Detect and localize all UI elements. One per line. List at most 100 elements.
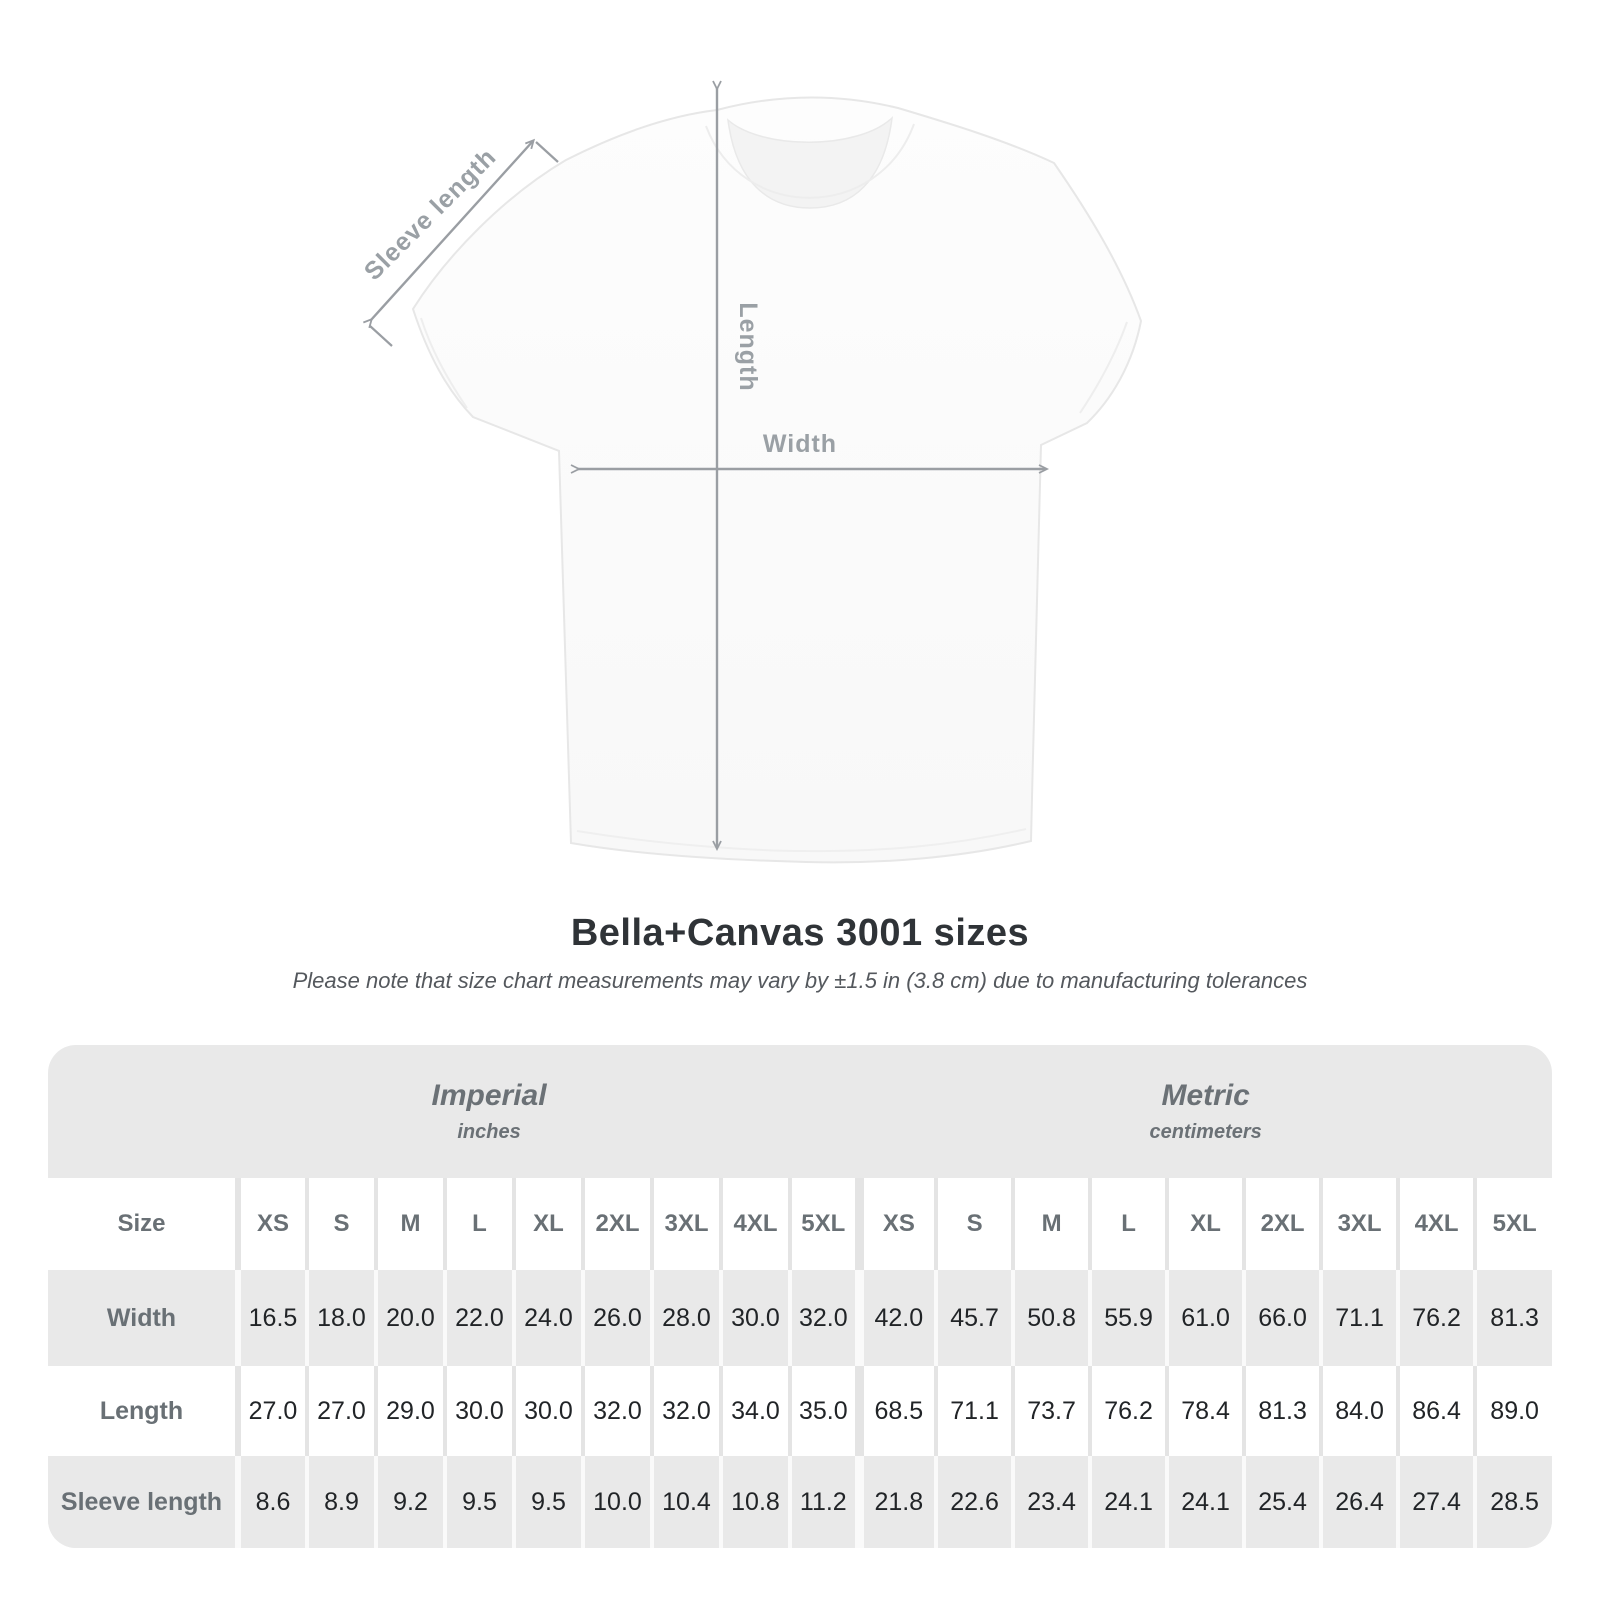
- size-col-header: XS: [854, 1178, 937, 1270]
- imperial-unit-label: inches: [457, 1121, 521, 1143]
- size-col-header: S: [934, 1178, 1014, 1270]
- table-cell: 27.0: [235, 1366, 307, 1456]
- tshirt-hem-seam: [576, 828, 1027, 853]
- table-row-sleeve-length: Sleeve length 8.6 8.9 9.2 9.5 9.5 10.0 1…: [48, 1456, 1552, 1548]
- table-cell: 11.2: [787, 1456, 860, 1548]
- table-cell: 21.8: [854, 1456, 937, 1548]
- table-cell: 71.1: [934, 1366, 1014, 1456]
- table-cell: 32.0: [581, 1366, 652, 1456]
- tshirt-diagram-svg: Sleeve length Length Width: [359, 80, 1143, 864]
- tshirt-outline: [411, 96, 1143, 864]
- table-cell: 27.0: [305, 1366, 376, 1456]
- table-cell: 61.0: [1165, 1270, 1245, 1366]
- table-cell: 29.0: [374, 1366, 445, 1456]
- table-cell: 30.0: [443, 1366, 514, 1456]
- imperial-header: Imperial inches: [48, 1045, 859, 1178]
- size-col-header: L: [1088, 1178, 1168, 1270]
- table-cell: 24.1: [1088, 1456, 1168, 1548]
- sleeve-arrow-tick-top: [535, 141, 559, 163]
- size-table: Imperial inches Metric centimeters Size …: [48, 1045, 1552, 1548]
- table-cell: 24.0: [512, 1270, 583, 1366]
- table-cell: 78.4: [1165, 1366, 1245, 1456]
- table-cell: 8.9: [305, 1456, 376, 1548]
- table-cell: 66.0: [1242, 1270, 1322, 1366]
- table-cell: 10.4: [650, 1456, 721, 1548]
- table-cell: 20.0: [374, 1270, 445, 1366]
- table-cell: 9.5: [512, 1456, 583, 1548]
- table-cell: 34.0: [719, 1366, 790, 1456]
- sleeve-length-arrow: [363, 138, 536, 329]
- size-col-header: 4XL: [1396, 1178, 1476, 1270]
- metric-label: Metric: [1161, 1079, 1250, 1112]
- table-cell: 68.5: [854, 1366, 937, 1456]
- metric-unit-label: centimeters: [1149, 1121, 1262, 1143]
- size-col-header: XL: [1165, 1178, 1245, 1270]
- sleeve-arrow-tick-bottom: [369, 325, 393, 347]
- table-cell: 76.2: [1396, 1270, 1476, 1366]
- table-cell: 9.2: [374, 1456, 445, 1548]
- table-cell: 27.4: [1396, 1456, 1476, 1548]
- page-title: Bella+Canvas 3001 sizes: [570, 912, 1030, 954]
- table-cell: 10.0: [581, 1456, 652, 1548]
- size-col-header: 4XL: [719, 1178, 790, 1270]
- table-cell: 32.0: [787, 1270, 860, 1366]
- size-col-header: 5XL: [1473, 1178, 1552, 1270]
- size-col-header: XS: [235, 1178, 307, 1270]
- tshirt-neck-opening: [727, 116, 894, 209]
- size-col-header: 2XL: [581, 1178, 652, 1270]
- table-cell: 71.1: [1319, 1270, 1399, 1366]
- size-col-header: M: [374, 1178, 445, 1270]
- size-header-row: Size XS S M L XL 2XL 3XL 4XL 5XL XS S M …: [48, 1178, 1552, 1270]
- width-label: Width: [763, 430, 837, 458]
- unit-header-row: Imperial inches Metric centimeters: [48, 1045, 1552, 1178]
- size-col-header: 3XL: [1319, 1178, 1399, 1270]
- table-cell: 26.4: [1319, 1456, 1399, 1548]
- table-cell: 30.0: [512, 1366, 583, 1456]
- table-cell: 89.0: [1473, 1366, 1552, 1456]
- tshirt-right-cuff-seam: [1079, 321, 1128, 414]
- table-cell: 23.4: [1011, 1456, 1091, 1548]
- table-cell: 32.0: [650, 1366, 721, 1456]
- length-label: Length: [734, 302, 762, 391]
- size-table-card: Imperial inches Metric centimeters Size …: [48, 1045, 1552, 1548]
- size-col-header: XL: [512, 1178, 583, 1270]
- table-cell: 86.4: [1396, 1366, 1476, 1456]
- table-cell: 24.1: [1165, 1456, 1245, 1548]
- table-cell: 22.0: [443, 1270, 514, 1366]
- table-cell: 28.0: [650, 1270, 721, 1366]
- table-cell: 30.0: [719, 1270, 790, 1366]
- size-corner-header: Size: [117, 1210, 166, 1237]
- table-cell: 81.3: [1242, 1366, 1322, 1456]
- table-cell: 25.4: [1242, 1456, 1322, 1548]
- page-subtitle: Please note that size chart measurements…: [292, 968, 1308, 993]
- size-col-header: L: [443, 1178, 514, 1270]
- table-cell: 45.7: [934, 1270, 1014, 1366]
- table-row-length: Length 27.0 27.0 29.0 30.0 30.0 32.0 32.…: [48, 1366, 1552, 1456]
- table-cell: 81.3: [1473, 1270, 1552, 1366]
- size-col-header: M: [1011, 1178, 1091, 1270]
- size-col-header: 2XL: [1242, 1178, 1322, 1270]
- table-cell: 22.6: [934, 1456, 1014, 1548]
- table-cell: 10.8: [719, 1456, 790, 1548]
- table-cell: 9.5: [443, 1456, 514, 1548]
- tshirt-collar-seam: [705, 123, 915, 199]
- table-cell: 73.7: [1011, 1366, 1091, 1456]
- table-row-width: Width 16.5 18.0 20.0 22.0 24.0 26.0 28.0…: [48, 1270, 1552, 1366]
- size-col-header: 3XL: [650, 1178, 721, 1270]
- size-col-header: S: [305, 1178, 376, 1270]
- row-label: Sleeve length: [60, 1487, 223, 1516]
- table-cell: 8.6: [235, 1456, 307, 1548]
- row-label: Length: [99, 1396, 184, 1425]
- imperial-label: Imperial: [431, 1079, 547, 1112]
- metric-header: Metric centimeters: [859, 1045, 1552, 1178]
- table-cell: 16.5: [235, 1270, 307, 1366]
- tshirt-measurement-diagram: Sleeve length Length Width: [359, 80, 1143, 864]
- row-label: Width: [106, 1303, 177, 1332]
- size-col-header: 5XL: [787, 1178, 860, 1270]
- table-cell: 42.0: [854, 1270, 937, 1366]
- table-cell: 35.0: [787, 1366, 860, 1456]
- table-cell: 76.2: [1088, 1366, 1168, 1456]
- table-cell: 50.8: [1011, 1270, 1091, 1366]
- table-cell: 84.0: [1319, 1366, 1399, 1456]
